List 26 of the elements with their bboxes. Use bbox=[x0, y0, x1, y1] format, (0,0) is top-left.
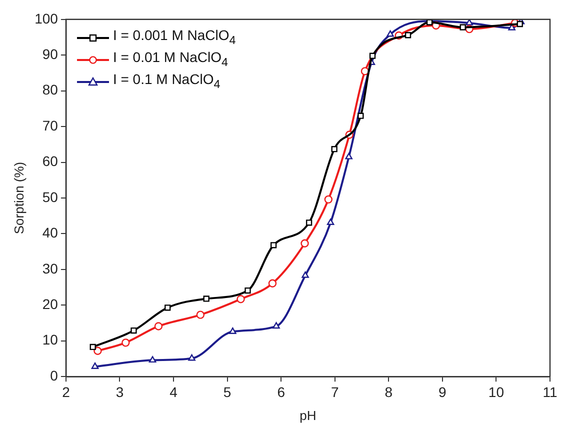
y-axis-title: Sorption (%) bbox=[11, 162, 26, 234]
x-axis-title: pH bbox=[300, 408, 316, 423]
x-tick-label: 4 bbox=[170, 384, 178, 400]
x-tick-label: 7 bbox=[330, 384, 339, 400]
y-tick-label: 100 bbox=[34, 10, 58, 26]
y-tick-label: 60 bbox=[42, 153, 58, 170]
x-tick-label: 11 bbox=[542, 384, 558, 400]
y-tick-label: 90 bbox=[42, 46, 58, 62]
y-tick-label: 50 bbox=[42, 188, 58, 205]
y-tick-label: 30 bbox=[42, 260, 58, 276]
y-tick-label: 10 bbox=[42, 332, 58, 348]
y-tick-label: 20 bbox=[42, 296, 58, 312]
y-tick-label: 70 bbox=[42, 117, 58, 134]
x-tick-label: 2 bbox=[62, 384, 70, 400]
x-tick-label: 5 bbox=[223, 384, 232, 400]
legend-label: I = 0.001 M NaClO$_{4}$ bbox=[112, 27, 236, 50]
x-tick-label: 10 bbox=[488, 384, 504, 400]
y-tick-label: 80 bbox=[42, 82, 58, 98]
x-tick-label: 8 bbox=[384, 384, 393, 400]
y-tick-label: 40 bbox=[42, 224, 58, 241]
legend-label: I = 0.01 M NaClO$_{4}$ bbox=[112, 49, 228, 71]
x-tick-label: 6 bbox=[277, 384, 286, 400]
x-tick-label: 3 bbox=[116, 384, 124, 400]
x-tick-label: 9 bbox=[438, 384, 447, 400]
legend-label: I = 0.1 M NaClO$_{4}$ bbox=[112, 70, 220, 93]
y-tick-label: 0 bbox=[50, 367, 58, 384]
